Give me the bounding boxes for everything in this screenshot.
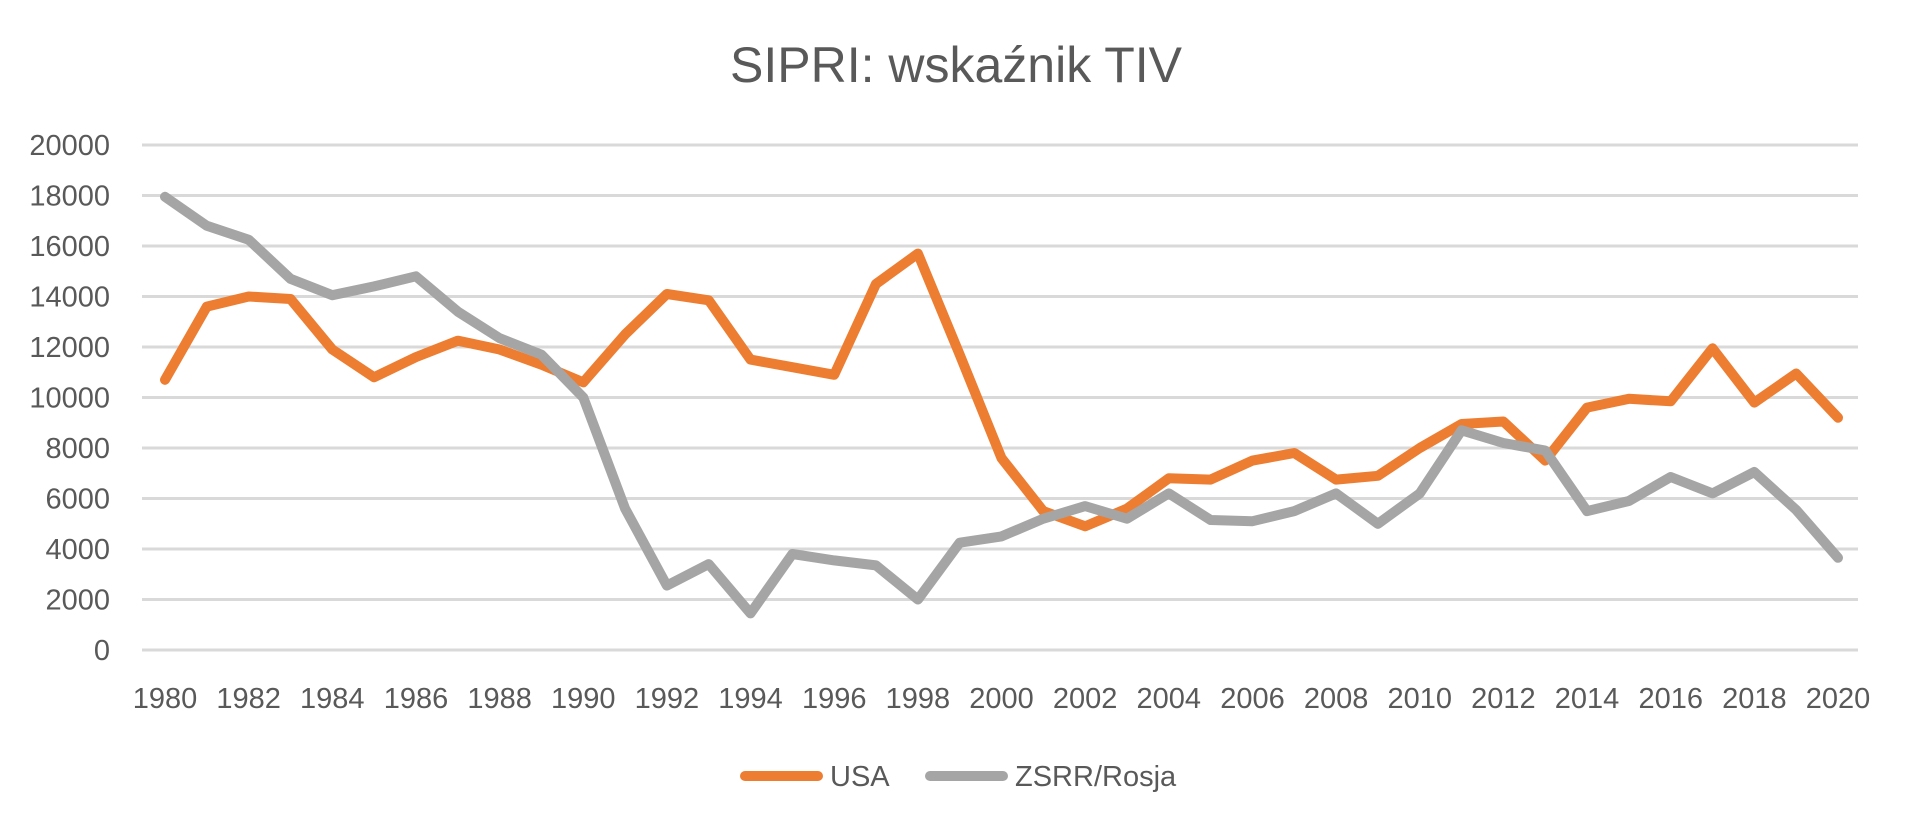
x-tick-label-1988: 1988	[467, 683, 532, 715]
x-tick-label-1992: 1992	[635, 683, 700, 715]
x-tick-label-2020: 2020	[1806, 683, 1871, 715]
y-tick-label-2000: 2000	[45, 585, 110, 617]
x-tick-label-2004: 2004	[1137, 683, 1202, 715]
x-tick-label-2016: 2016	[1638, 683, 1703, 715]
y-tick-label-0: 0	[94, 635, 110, 667]
x-tick-label-2002: 2002	[1053, 683, 1118, 715]
x-tick-label-2014: 2014	[1555, 683, 1620, 715]
chart-title: SIPRI: wskaźnik TIV	[730, 37, 1183, 93]
x-tick-label-2008: 2008	[1304, 683, 1369, 715]
series-line-usa	[160, 248, 1843, 532]
x-axis-tick-labels: 1980 1982 1984 1986 1988 1990 1992 1994 1996 1998…	[133, 683, 1871, 715]
x-tick-label-2012: 2012	[1471, 683, 1536, 715]
series-line-zsrr-rosja	[160, 191, 1843, 619]
legend-label-usa: USA	[830, 761, 890, 793]
y-axis-tick-labels: 0 2000 4000 6000 8000 10000 12000 14000 16000 180…	[29, 130, 110, 667]
x-tick-label-1990: 1990	[551, 683, 616, 715]
x-tick-label-1986: 1986	[384, 683, 449, 715]
legend-label-zsrr-rosja: ZSRR/Rosja	[1015, 761, 1177, 793]
y-tick-label-18000: 18000	[29, 181, 110, 213]
y-tick-label-12000: 12000	[29, 332, 110, 364]
x-tick-label-1984: 1984	[300, 683, 365, 715]
x-tick-label-2000: 2000	[969, 683, 1034, 715]
x-tick-label-1982: 1982	[216, 683, 281, 715]
y-tick-label-16000: 16000	[29, 231, 110, 263]
x-tick-label-2010: 2010	[1387, 683, 1452, 715]
y-tick-label-14000: 14000	[29, 282, 110, 314]
y-tick-label-4000: 4000	[45, 534, 110, 566]
x-tick-label-1994: 1994	[718, 683, 783, 715]
y-tick-label-8000: 8000	[45, 433, 110, 465]
x-tick-label-2018: 2018	[1722, 683, 1787, 715]
y-tick-label-6000: 6000	[45, 484, 110, 516]
x-tick-label-1996: 1996	[802, 683, 867, 715]
x-tick-label-1980: 1980	[133, 683, 198, 715]
x-tick-label-2006: 2006	[1220, 683, 1285, 715]
x-tick-label-1998: 1998	[886, 683, 951, 715]
y-tick-label-20000: 20000	[29, 130, 110, 162]
legend: USA ZSRR/Rosja	[740, 761, 1177, 793]
y-tick-label-10000: 10000	[29, 383, 110, 415]
series-lines	[160, 191, 1843, 619]
gridlines	[142, 143, 1858, 652]
